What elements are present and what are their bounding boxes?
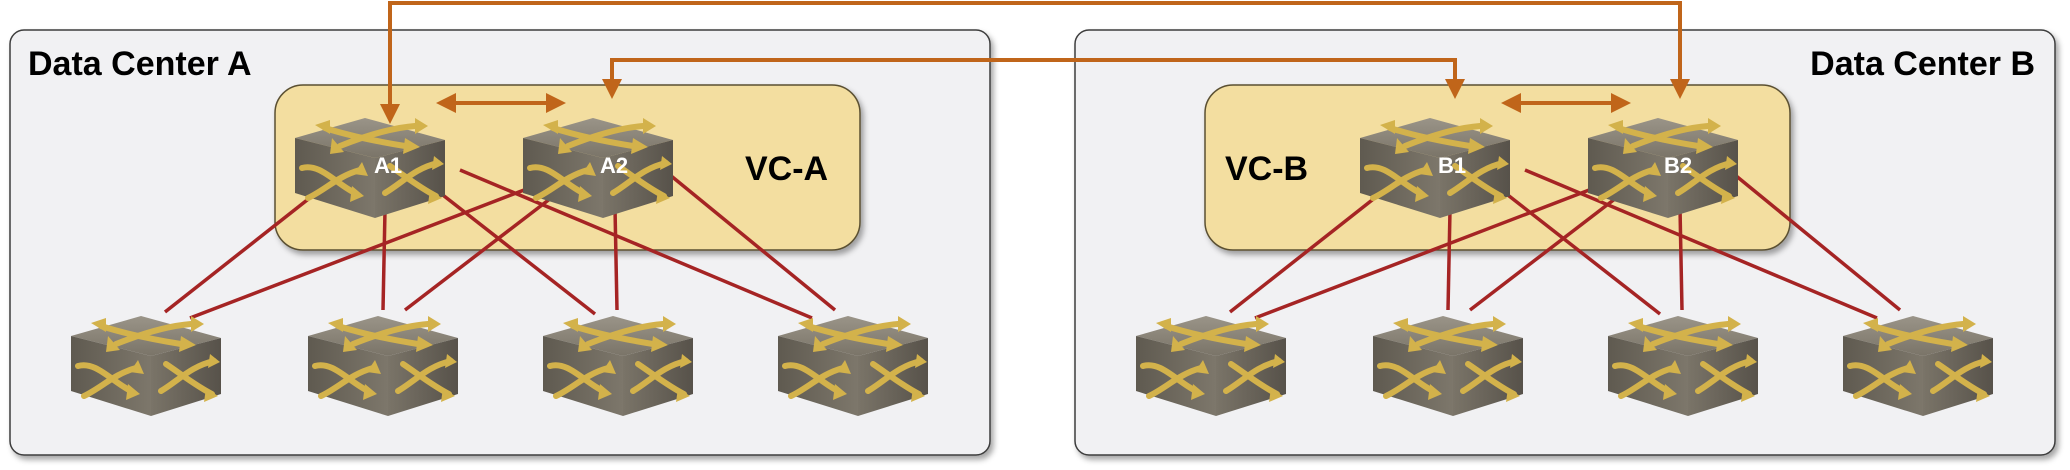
- link-a1-b2: [380, 1, 1690, 124]
- dc-a-uplinks: [163, 168, 837, 320]
- core-switch-a2-label: A2: [600, 153, 628, 178]
- uplink-b2-acc1: [1254, 180, 1611, 320]
- uplink-a2-acc1: [189, 180, 546, 320]
- uplink-a1-acc1: [163, 180, 332, 314]
- core-switch-a1-label: A1: [374, 153, 402, 178]
- data-center-b-title: Data Center B: [1810, 45, 2035, 83]
- uplink-b2-acc3: [1678, 207, 1684, 311]
- uplink-a2-acc2: [403, 193, 557, 312]
- uplink-b1-acc1: [1228, 180, 1397, 314]
- uplink-b1-acc4: [1524, 168, 1878, 320]
- uplink-a2-acc4: [668, 173, 837, 312]
- uplink-b2-acc4: [1733, 173, 1902, 312]
- uplink-a2-acc3: [613, 207, 619, 311]
- vc-b-label: VC-B: [1225, 150, 1308, 188]
- uplink-a1-acc4: [459, 168, 813, 320]
- uplink-a1-acc2: [381, 209, 387, 311]
- core-switch-b1-label: B1: [1438, 153, 1466, 178]
- uplink-b1-acc2: [1446, 209, 1452, 311]
- vc-a-label: VC-A: [745, 150, 828, 188]
- uplink-b1-acc3: [1493, 183, 1662, 316]
- core-switch-b2-label: B2: [1664, 153, 1692, 178]
- link-a2-b1: [602, 58, 1465, 99]
- dc-b-uplinks: [1228, 168, 1902, 320]
- uplink-b2-acc2: [1468, 193, 1622, 312]
- data-center-a-title: Data Center A: [28, 45, 252, 83]
- uplink-a1-acc3: [428, 183, 597, 316]
- inter-dc-links: [380, 1, 1690, 124]
